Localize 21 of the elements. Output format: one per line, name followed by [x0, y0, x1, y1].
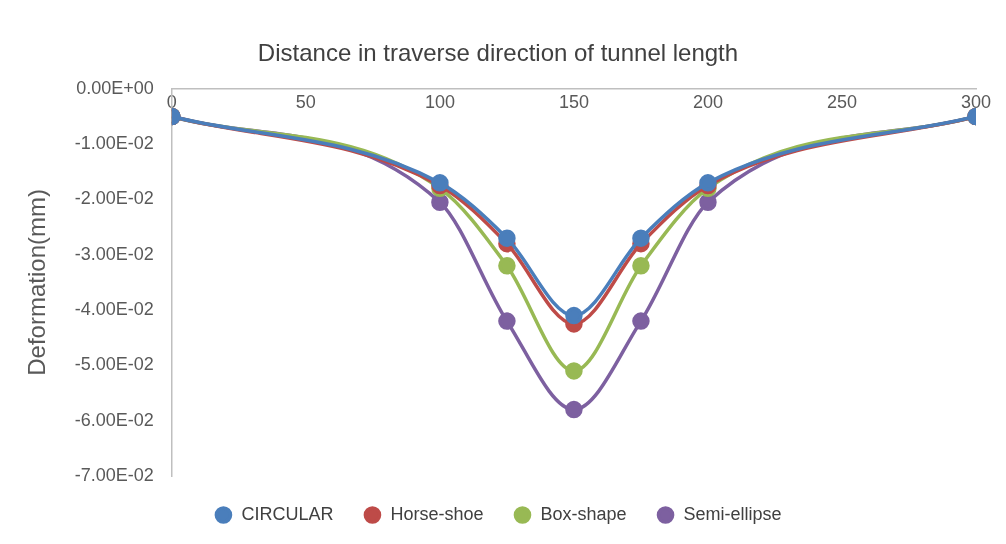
- y-tick-label: -3.00E-02: [74, 243, 154, 264]
- x-tick-label: 250: [826, 91, 857, 112]
- y-tick-label: -2.00E-02: [74, 188, 154, 209]
- y-tick-label: 0.00E+00: [76, 77, 154, 98]
- y-tick-label: -4.00E-02: [74, 299, 154, 320]
- legend-label: Semi-ellipse: [683, 503, 782, 524]
- x-tick-label: 200: [692, 91, 723, 112]
- chart-title: Distance in traverse direction of tunnel length: [257, 39, 739, 67]
- y-axis-title: Deformation(mm): [23, 189, 51, 376]
- x-tick-label: 50: [295, 91, 316, 112]
- y-tick-label: -1.00E-02: [74, 133, 154, 154]
- y-tick-label: -6.00E-02: [74, 409, 154, 430]
- y-tick-label: -7.00E-02: [74, 464, 154, 485]
- y-tick-label: -5.00E-02: [74, 354, 154, 375]
- x-tick-label: 0: [166, 91, 177, 112]
- x-tick-label: 100: [424, 91, 455, 112]
- x-tick-label: 300: [960, 91, 992, 112]
- x-tick-label: 150: [558, 91, 589, 112]
- legend-label: CIRCULAR: [241, 503, 334, 524]
- legend-label: Horse-shoe: [390, 503, 484, 524]
- legend-label: Box-shape: [540, 503, 627, 524]
